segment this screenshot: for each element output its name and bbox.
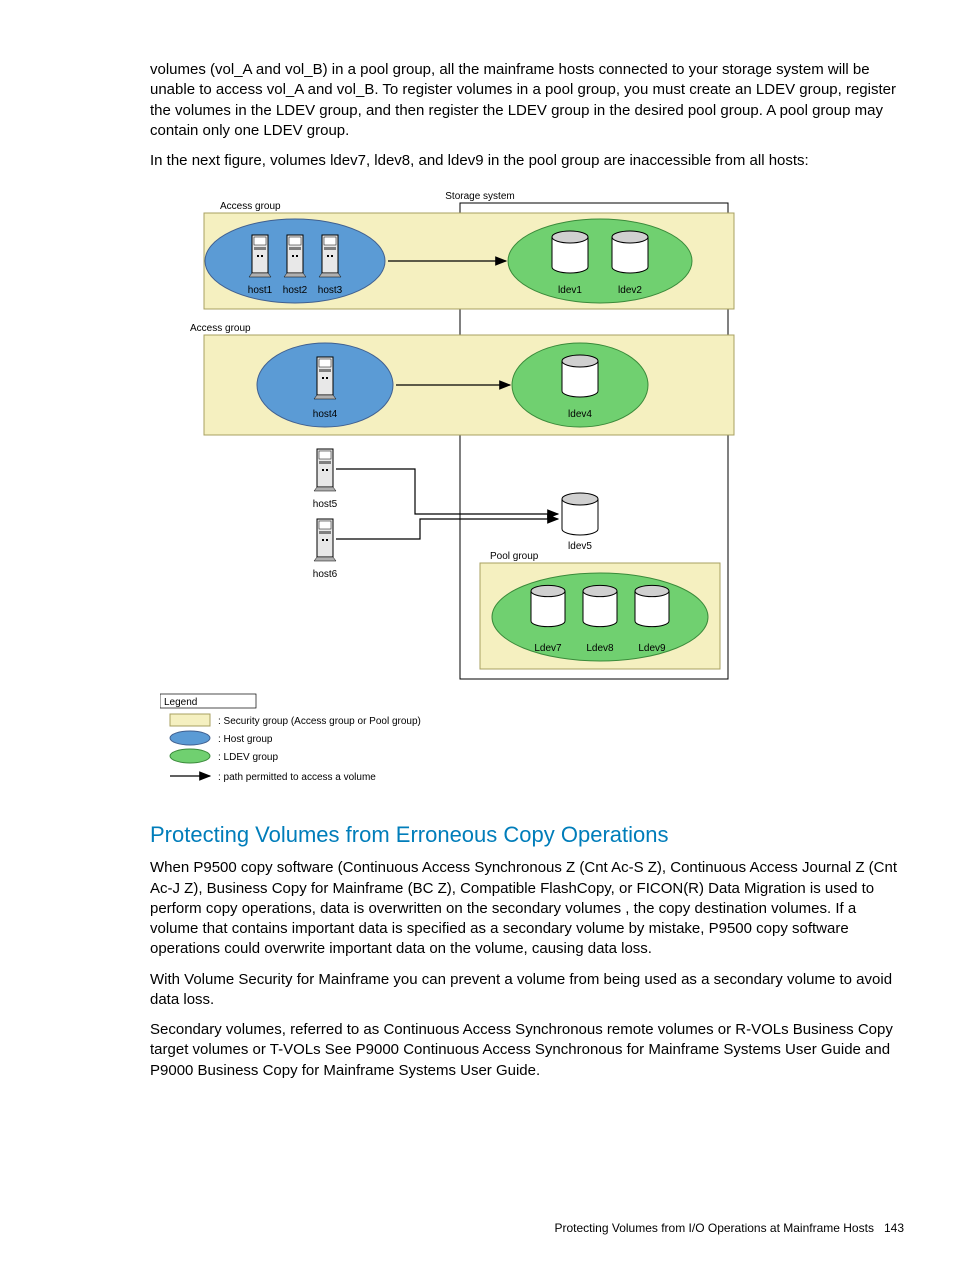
svg-text:host4: host4	[313, 409, 338, 420]
svg-text:host1: host1	[248, 285, 273, 296]
svg-text:ldev1: ldev1	[558, 285, 582, 296]
svg-text:ldev4: ldev4	[568, 409, 592, 420]
section-heading: Protecting Volumes from Erroneous Copy O…	[150, 822, 904, 848]
svg-text:host6: host6	[313, 569, 338, 580]
svg-text:Ldev7: Ldev7	[534, 643, 562, 654]
svg-text:host5: host5	[313, 499, 338, 510]
svg-text:: Security group (Access group: : Security group (Access group or Pool g…	[218, 716, 421, 727]
storage-diagram: Storage system Access group host1 host2 host…	[160, 189, 740, 804]
svg-text:Ldev8: Ldev8	[586, 643, 614, 654]
svg-text:: Host group: : Host group	[218, 734, 273, 745]
paragraph-5: Secondary volumes, referred to as Contin…	[150, 1020, 904, 1081]
svg-text:: LDEV group: : LDEV group	[218, 752, 278, 763]
svg-text:host3: host3	[318, 285, 343, 296]
paragraph-2: In the next figure, volumes ldev7, ldev8…	[150, 151, 904, 171]
svg-text:Ldev9: Ldev9	[638, 643, 666, 654]
svg-text:Access group: Access group	[190, 323, 251, 334]
svg-text:Pool group: Pool group	[490, 551, 539, 562]
svg-text:host2: host2	[283, 285, 308, 296]
footer-text: Protecting Volumes from I/O Operations a…	[554, 1221, 873, 1235]
paragraph-3: When P9500 copy software (Continuous Acc…	[150, 858, 904, 959]
svg-text:: path permitted to access a v: : path permitted to access a volume	[218, 772, 376, 783]
svg-text:ldev5: ldev5	[568, 541, 592, 552]
paragraph-4: With Volume Security for Mainframe you c…	[150, 970, 904, 1011]
svg-text:Storage system: Storage system	[445, 191, 514, 202]
page-footer: Protecting Volumes from I/O Operations a…	[554, 1221, 904, 1235]
paragraph-1: volumes (vol_A and vol_B) in a pool grou…	[150, 60, 904, 141]
svg-text:ldev2: ldev2	[618, 285, 642, 296]
svg-text:Legend: Legend	[164, 697, 197, 708]
svg-text:Access group: Access group	[220, 201, 281, 212]
footer-page: 143	[884, 1221, 904, 1235]
diagram-container: Storage system Access group host1 host2 host…	[160, 189, 740, 804]
